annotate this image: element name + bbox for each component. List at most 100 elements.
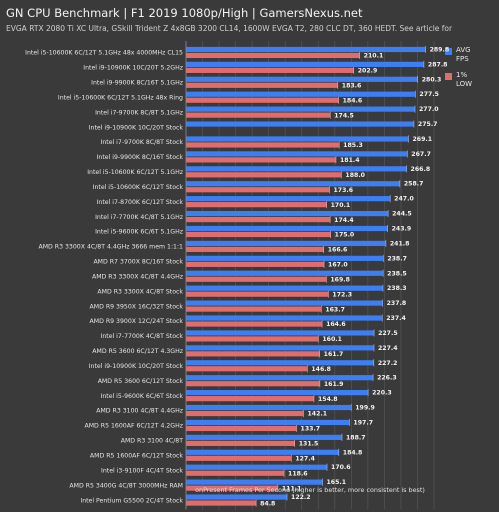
avg-fps-bar: [186, 300, 383, 306]
low-fps-bar: [186, 485, 278, 491]
avg-fps-bar: [186, 121, 414, 127]
avg-fps-bar: [186, 404, 352, 411]
y-category-label: Intel i5-9600K 6C/6T Stock: [101, 393, 184, 400]
y-category-label: Intel i5-10600K 6C/12T 5.1GHz 48x Ring: [58, 94, 183, 101]
low-fps-value-label: 131.5: [299, 441, 319, 448]
low-fps-bar: [186, 336, 319, 342]
avg-fps-bar: [186, 270, 384, 276]
legend: AVG FPS 1% LOW: [445, 46, 480, 96]
avg-fps-value-label: 277.0: [419, 106, 439, 113]
avg-fps-value-label: 227.4: [378, 345, 398, 352]
avg-fps-bar: [186, 61, 424, 67]
low-fps-bar: [186, 321, 323, 327]
avg-fps-value-label: 238.5: [387, 270, 407, 277]
low-fps-value-label: 160.1: [322, 336, 342, 343]
low-fps-value-label: 173.6: [334, 187, 354, 194]
y-category-label: Intel i5-10600K 6C/12T 5.1GHz 48x 4000MH…: [25, 50, 183, 57]
low-fps-value-label: 118.6: [288, 470, 308, 477]
y-category-label: Intel i9-10900K 10C/20T Stock: [89, 124, 184, 131]
avg-fps-value-label: 199.9: [355, 405, 375, 412]
low-fps-value-label: 133.7: [301, 426, 321, 433]
low-fps-bar: [186, 366, 308, 372]
y-category-label: Intel Pentium G5500 2C/4T Stock: [80, 497, 183, 504]
low-fps-bar: [186, 500, 257, 506]
low-fps-bar: [186, 276, 327, 282]
avg-fps-bar: [186, 136, 409, 142]
avg-fps-value-label: 277.5: [419, 91, 439, 98]
low-fps-bar: [186, 97, 339, 103]
legend-swatch-low: [445, 73, 452, 80]
avg-fps-value-label: 287.8: [428, 61, 448, 68]
low-fps-value-label: 84.8: [260, 500, 275, 507]
avg-fps-bar: [186, 151, 408, 157]
low-fps-value-label: 111.1: [282, 485, 302, 492]
legend-item-low: 1% LOW: [445, 71, 480, 89]
avg-fps-value-label: 238.7: [387, 255, 407, 262]
low-fps-bar: [186, 202, 327, 208]
low-fps-value-label: 185.3: [343, 142, 363, 149]
low-fps-bar: [186, 455, 292, 461]
avg-fps-bar: [186, 106, 415, 112]
avg-fps-value-label: 227.2: [378, 360, 398, 367]
avg-fps-value-label: 170.6: [331, 464, 351, 471]
avg-fps-value-label: 122.2: [291, 494, 311, 501]
low-fps-value-label: 188.0: [345, 172, 365, 179]
low-fps-value-label: 175.0: [335, 232, 355, 239]
legend-swatch-avg: [445, 48, 452, 55]
low-fps-bar: [186, 187, 330, 193]
avg-fps-bar: [186, 375, 374, 381]
avg-fps-bar: [186, 196, 391, 202]
low-fps-value-label: 174.4: [334, 217, 354, 224]
avg-fps-value-label: 165.1: [326, 479, 346, 486]
low-fps-value-label: 181.4: [340, 157, 360, 164]
low-fps-bar: [186, 246, 324, 253]
y-category-label: AMD R5 3600 6C/12T 4.3GHz: [92, 348, 183, 355]
avg-fps-value-label: 244.5: [392, 211, 412, 218]
avg-fps-value-label: 275.7: [418, 121, 438, 128]
low-fps-bar: [186, 351, 320, 357]
avg-fps-bar: [186, 449, 339, 455]
avg-fps-bar: [186, 479, 323, 485]
y-category-label: AMD R7 3700X 8C/16T Stock: [93, 259, 183, 266]
low-fps-value-label: 161.7: [324, 351, 344, 358]
y-category-label: AMD R5 1600AF 6C/12T Stock: [90, 453, 184, 460]
low-fps-bar: [186, 410, 304, 417]
low-fps-value-label: 169.8: [330, 276, 350, 283]
low-fps-bar: [186, 112, 331, 118]
low-fps-value-label: 167.0: [328, 262, 348, 269]
low-fps-bar: [186, 440, 295, 446]
low-fps-bar: [186, 172, 342, 178]
avg-fps-bar: [186, 419, 350, 426]
low-fps-value-label: 210.1: [364, 53, 384, 60]
low-fps-value-label: 146.8: [311, 366, 331, 373]
avg-fps-bar: [186, 210, 389, 217]
avg-fps-value-label: 269.1: [412, 136, 432, 143]
avg-fps-bar: [186, 255, 384, 261]
low-fps-value-label: 164.6: [326, 321, 346, 328]
avg-fps-value-label: 184.8: [343, 449, 363, 456]
y-category-label: AMD R3 3300X 4C/8T 4.4GHz 3666 mem 1:1:1: [38, 244, 183, 251]
y-category-label: Intel i9-9900K 8C/16T 5.1GHz: [91, 80, 183, 87]
avg-fps-bar: [186, 225, 388, 232]
avg-fps-bar: [186, 46, 426, 53]
avg-fps-bar: [186, 166, 407, 172]
low-fps-value-label: 170.1: [331, 202, 351, 209]
avg-fps-bar: [186, 240, 386, 247]
low-fps-bar: [186, 381, 320, 387]
legend-label-low: 1% LOW: [456, 71, 473, 88]
avg-fps-value-label: 258.7: [404, 181, 424, 188]
avg-fps-bar: [186, 330, 375, 336]
avg-fps-value-label: 289.8: [430, 46, 450, 53]
avg-fps-value-label: 241.8: [390, 240, 410, 247]
y-category-label: AMD R3 3300X 4C/8T Stock: [97, 288, 183, 295]
y-category-label: Intel i7-7700K 4C/8T 5.1GHz: [95, 214, 183, 221]
low-fps-bar: [186, 52, 360, 59]
y-category-label: AMD R3 3100 4C/8T: [121, 438, 183, 445]
y-category-label: Intel i9-10900K 10C/20T 5.2GHz: [83, 65, 183, 72]
avg-fps-value-label: 238.3: [387, 285, 407, 292]
low-fps-value-label: 161.9: [324, 381, 344, 388]
avg-fps-bar: [186, 76, 418, 82]
y-category-label: Intel i7-9700K 8C/8T Stock: [101, 139, 184, 146]
y-category-label: Intel i9-9900K 8C/16T Stock: [97, 154, 184, 161]
